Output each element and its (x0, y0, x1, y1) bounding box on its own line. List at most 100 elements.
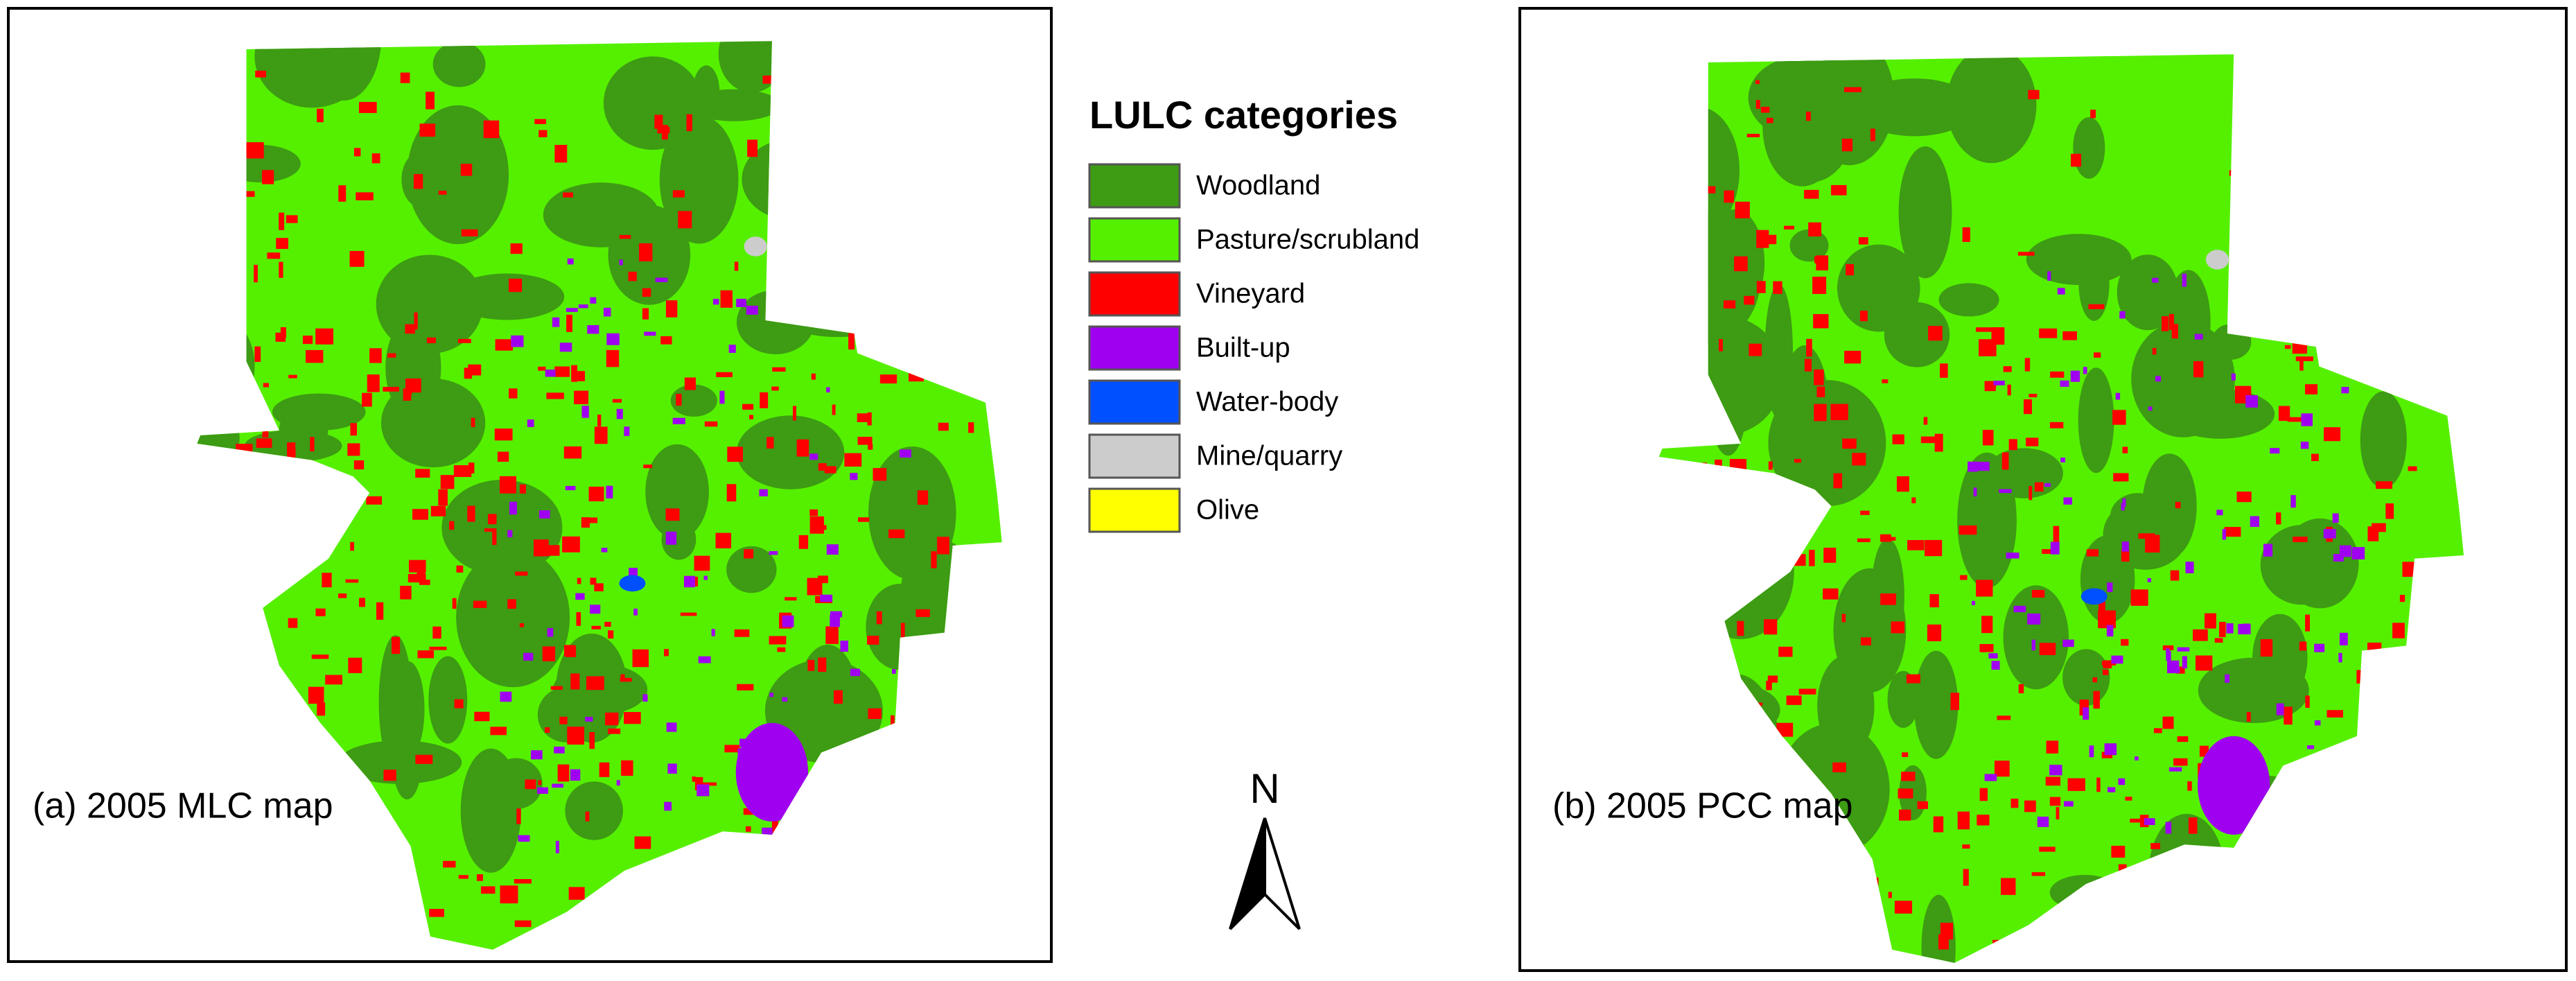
vineyard-patch (817, 575, 828, 584)
vineyard-patch (1702, 869, 1706, 888)
builtup-patch (2222, 529, 2227, 540)
vineyard-patch (415, 754, 433, 764)
vineyard-patch (350, 541, 354, 551)
vineyard-patch (2419, 909, 2437, 917)
woodland-patch (2395, 194, 2464, 251)
woodland-patch (2078, 367, 2114, 474)
vineyard-patch (288, 374, 297, 379)
vineyard-patch (836, 841, 850, 858)
woodland-patch (2073, 116, 2105, 179)
vineyard-patch (2031, 589, 2045, 598)
vineyard-patch (492, 529, 497, 546)
woodland-patch (908, 830, 970, 869)
woodland-patch (859, 41, 900, 68)
vineyard-patch (570, 673, 580, 690)
vineyard-patch (244, 598, 262, 612)
vineyard-patch (1981, 616, 1993, 634)
vineyard-patch (236, 444, 253, 458)
builtup-patch (746, 305, 758, 315)
vineyard-patch (1744, 295, 1755, 305)
vineyard-patch (2248, 946, 2258, 951)
vineyard-patch (2372, 523, 2386, 532)
vineyard-patch (2333, 798, 2349, 815)
vineyard-patch (2327, 710, 2343, 718)
vineyard-patch (290, 921, 304, 934)
woodland-patch (1853, 78, 1976, 137)
legend-label: Vineyard (1196, 279, 1305, 309)
vineyard-patch (1708, 833, 1712, 851)
vineyard-patch (542, 646, 556, 661)
builtup-patch (839, 828, 852, 835)
vineyard-patch (854, 315, 871, 323)
builtup-patch (735, 835, 744, 847)
vineyard-patch (816, 525, 827, 530)
vineyard-patch (931, 883, 948, 900)
vineyard-patch (2213, 941, 2224, 957)
vineyard-patch (1842, 438, 1857, 449)
vineyard-patch (896, 737, 912, 747)
vineyard-patch (2122, 446, 2128, 453)
vineyard-patch (591, 625, 601, 630)
vineyard-patch (509, 388, 518, 399)
vineyard-patch (2094, 352, 2101, 358)
vineyard-patch (1833, 473, 1843, 489)
vineyard-patch (1882, 379, 1889, 383)
vineyard-patch (704, 421, 718, 427)
woodland-patch (645, 444, 709, 540)
vineyard-patch (306, 349, 324, 363)
builtup-patch (555, 840, 559, 853)
vineyard-patch (2311, 453, 2319, 462)
vineyard-patch (1841, 139, 1853, 152)
vineyard-patch (1894, 901, 1913, 914)
vineyard-patch (678, 211, 692, 229)
vineyard-patch (454, 699, 464, 709)
vineyard-patch (2419, 679, 2424, 688)
vineyard-patch (947, 799, 958, 817)
vineyard-patch (931, 551, 937, 568)
builtup-patch (1993, 381, 2005, 385)
vineyard-patch (2049, 797, 2061, 806)
builtup-patch (2107, 787, 2116, 792)
vineyard-patch (256, 438, 272, 448)
vineyard-patch (2039, 643, 2056, 655)
woodland-patch (1946, 54, 2037, 164)
builtup-patch (565, 485, 576, 491)
builtup-patch (2243, 851, 2251, 865)
vineyard-patch (324, 532, 331, 543)
vineyard-patch (554, 366, 570, 377)
vineyard-patch (1769, 747, 1784, 763)
vineyard-patch (1803, 867, 1820, 875)
vineyard-patch (238, 738, 251, 752)
vineyard-patch (2090, 110, 2096, 119)
vineyard-patch (300, 507, 308, 524)
vineyard-patch (358, 102, 377, 114)
vineyard-patch (2322, 774, 2332, 792)
vineyard-patch (2017, 252, 2035, 256)
vineyard-patch (1977, 815, 1990, 826)
vineyard-patch (665, 870, 676, 884)
vineyard-patch (660, 336, 672, 345)
vineyard-patch (1735, 201, 1750, 218)
vineyard-patch (665, 300, 678, 318)
vineyard-patch (1979, 788, 1988, 801)
builtup-patch (2050, 541, 2060, 555)
builtup-patch (1977, 462, 1990, 471)
vineyard-patch (778, 270, 790, 279)
builtup-patch (527, 419, 534, 427)
vineyard-patch (577, 578, 581, 584)
vineyard-patch (484, 528, 497, 532)
vineyard-patch (2062, 331, 2077, 340)
builtup-patch (538, 510, 550, 519)
builtup-patch (762, 827, 773, 838)
builtup-patch (738, 869, 743, 883)
vineyard-patch (2003, 366, 2012, 372)
vineyard-patch (1738, 933, 1751, 942)
vineyard-patch (796, 439, 809, 457)
vineyard-patch (1717, 681, 1729, 699)
vineyard-patch (599, 762, 610, 777)
builtup-patch (2060, 380, 2069, 387)
builtup-patch (2333, 337, 2347, 342)
woodland-patch (441, 480, 563, 576)
vineyard-patch (839, 286, 850, 301)
vineyard-patch (310, 437, 315, 452)
